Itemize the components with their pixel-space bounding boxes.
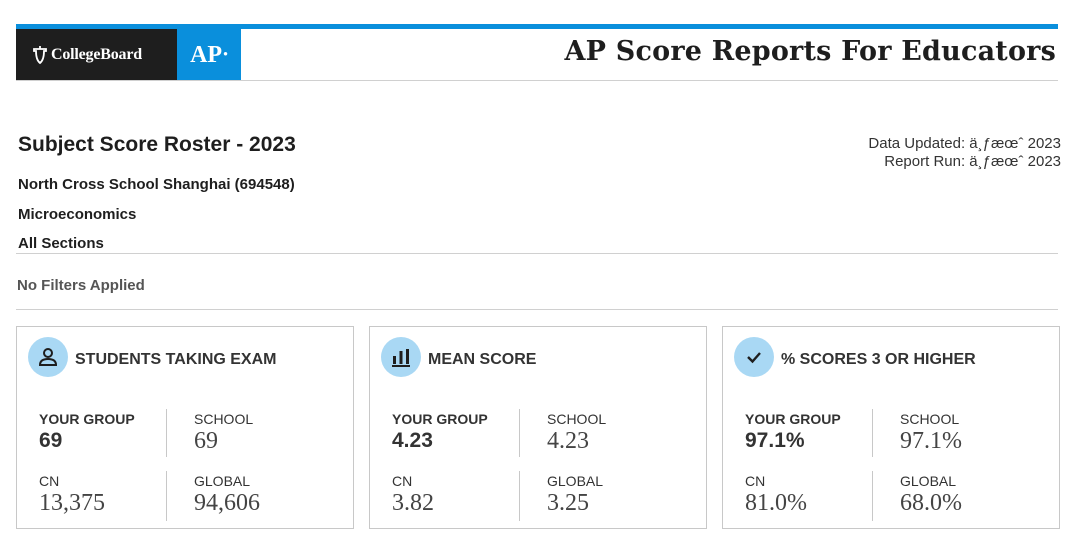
global-value: 94,606 (194, 490, 260, 516)
global-label: GLOBAL (547, 473, 604, 489)
column-divider (519, 409, 520, 457)
cn-label: CN (39, 473, 60, 489)
subject-name: Microeconomics (18, 206, 137, 223)
divider (16, 309, 1058, 310)
header-divider (16, 80, 1058, 81)
report-run-text: Report Run: ä¸ƒæœˆ 2023 (884, 153, 1061, 170)
school-name: North Cross School Shanghai (694548) (18, 176, 295, 193)
header-accent-bar (16, 24, 1058, 29)
your-group-value: 4.23 (392, 429, 433, 452)
your-group-cell: YOUR GROUP 4.23 (392, 411, 488, 453)
school-cell: SCHOOL 69 (194, 411, 253, 455)
global-value: 3.25 (547, 490, 589, 516)
report-title: Subject Score Roster - 2023 (18, 133, 296, 156)
your-group-value: 97.1% (745, 429, 805, 452)
cn-cell: CN 3.82 (392, 473, 434, 517)
bar-chart-icon (392, 349, 410, 367)
global-cell: GLOBAL 3.25 (547, 473, 603, 517)
your-group-label: YOUR GROUP (745, 411, 841, 427)
global-cell: GLOBAL 94,606 (194, 473, 260, 517)
brand-logo[interactable]: CollegeBoard AP ● (16, 29, 241, 81)
school-cell: SCHOOL 4.23 (547, 411, 606, 455)
data-updated-text: Data Updated: ä¸ƒæœˆ 2023 (868, 135, 1061, 152)
cn-cell: CN 13,375 (39, 473, 105, 517)
page-header-title: AP Score Reports For Educators (564, 36, 1056, 67)
divider (16, 253, 1058, 254)
your-group-label: YOUR GROUP (392, 411, 488, 427)
school-cell: SCHOOL 97.1% (900, 411, 962, 455)
cn-label: CN (745, 473, 766, 489)
your-group-value: 69 (39, 429, 63, 452)
ap-logo: AP ● (177, 29, 241, 81)
school-label: SCHOOL (194, 411, 254, 427)
column-divider (872, 471, 873, 521)
sections-text: All Sections (18, 235, 104, 252)
school-label: SCHOOL (547, 411, 607, 427)
cn-value: 81.0% (745, 490, 807, 516)
your-group-label: YOUR GROUP (39, 411, 135, 427)
cn-label: CN (392, 473, 413, 489)
global-value: 68.0% (900, 490, 962, 516)
card-title: % SCORES 3 OR HIGHER (781, 351, 976, 368)
cn-value: 3.82 (392, 490, 434, 516)
scores-3-or-higher-card: % SCORES 3 OR HIGHER YOUR GROUP 97.1% SC… (722, 326, 1060, 529)
cn-value: 13,375 (39, 490, 105, 516)
report-meta: Data Updated: ä¸ƒæœˆ 2023 Report Run: ä¸… (868, 135, 1061, 171)
checkmark-icon (747, 352, 761, 364)
school-value: 97.1% (900, 428, 962, 454)
your-group-cell: YOUR GROUP 97.1% (745, 411, 841, 453)
school-value: 4.23 (547, 428, 589, 454)
filters-status: No Filters Applied (17, 277, 145, 294)
column-divider (519, 471, 520, 521)
school-label: SCHOOL (900, 411, 960, 427)
acorn-icon (33, 46, 47, 65)
column-divider (872, 409, 873, 457)
card-icon-circle (381, 337, 421, 377)
card-title: STUDENTS TAKING EXAM (75, 351, 277, 368)
students-taking-exam-card: STUDENTS TAKING EXAM YOUR GROUP 69 SCHOO… (16, 326, 354, 529)
card-icon-circle (734, 337, 774, 377)
global-cell: GLOBAL 68.0% (900, 473, 962, 517)
person-icon (38, 348, 58, 366)
card-icon-circle (28, 337, 68, 377)
mean-score-card: MEAN SCORE YOUR GROUP 4.23 SCHOOL 4.23 C… (369, 326, 707, 529)
ap-dot-icon: ● (223, 48, 228, 58)
your-group-cell: YOUR GROUP 69 (39, 411, 135, 453)
collegeboard-logo: CollegeBoard (16, 29, 177, 81)
card-title: MEAN SCORE (428, 351, 537, 368)
cn-cell: CN 81.0% (745, 473, 807, 517)
column-divider (166, 471, 167, 521)
school-value: 69 (194, 428, 218, 454)
collegeboard-wordmark: CollegeBoard (51, 46, 142, 63)
global-label: GLOBAL (194, 473, 251, 489)
global-label: GLOBAL (900, 473, 957, 489)
ap-wordmark: AP (190, 41, 223, 68)
column-divider (166, 409, 167, 457)
